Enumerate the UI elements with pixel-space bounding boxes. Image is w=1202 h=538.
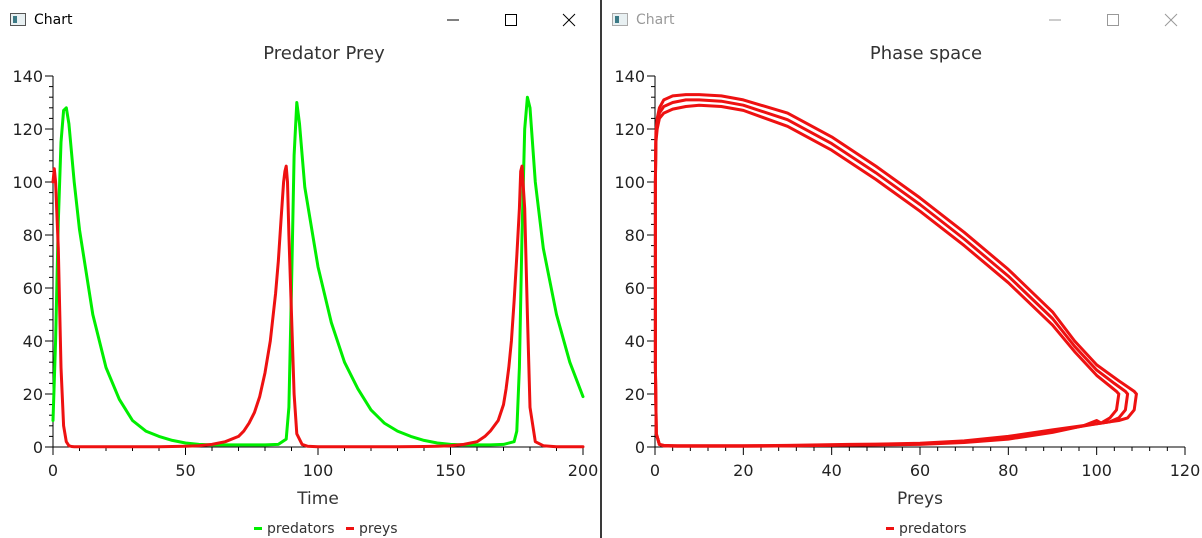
y-tick-label: 80 — [23, 226, 43, 245]
app-icon — [10, 13, 26, 26]
legend-label-preys: preys — [359, 521, 398, 537]
minimize-icon — [1049, 19, 1061, 21]
legend-label-predators: predators — [267, 521, 335, 537]
maximize-icon — [1107, 14, 1119, 26]
minimize-icon — [447, 19, 459, 21]
y-tick-label: 60 — [23, 279, 43, 298]
predator-prey-chart: Predator Prey 0 20 40 60 80 100 120 140 0 50 100 150… — [12, 43, 599, 537]
series-line-predators-loop-1 — [653, 103, 1121, 448]
x-tick-label: 200 — [568, 461, 599, 480]
maximize-button[interactable] — [1092, 6, 1136, 34]
chart-title: Predator Prey — [263, 43, 385, 64]
y-tick-label: 20 — [625, 385, 645, 404]
y-tick-label: 40 — [23, 332, 43, 351]
x-axis-title: Time — [296, 489, 339, 509]
y-tick-label: 40 — [625, 332, 645, 351]
minimize-button[interactable] — [432, 6, 476, 34]
y-tick-label: 100 — [614, 173, 645, 192]
series-line-predators — [51, 95, 585, 447]
x-tick-label: 100 — [303, 461, 334, 480]
x-tick-label: 0 — [650, 461, 660, 480]
x-tick-label: 20 — [733, 461, 753, 480]
minimize-button[interactable] — [1034, 6, 1078, 34]
chart-title: Phase space — [870, 43, 982, 64]
legend-marker-predators — [886, 527, 894, 530]
y-tick-label: 80 — [625, 226, 645, 245]
y-tick-label: 120 — [12, 120, 43, 139]
x-tick-label: 150 — [435, 461, 466, 480]
window-title: Chart — [34, 12, 73, 28]
legend-label-predators: predators — [899, 521, 967, 537]
x-tick-label: 80 — [998, 461, 1018, 480]
x-tick-label: 60 — [910, 461, 930, 480]
y-tick-label: 0 — [635, 438, 645, 457]
y-tick-label: 60 — [625, 279, 645, 298]
y-tick-label: 140 — [614, 67, 645, 86]
legend-marker-predators — [254, 527, 262, 530]
close-button[interactable] — [548, 6, 592, 34]
y-tick-label: 20 — [23, 385, 43, 404]
maximize-button[interactable] — [490, 6, 534, 34]
chart-window-phase-space: Chart Phase space 0 20 40 60 80 100 120 140 0 20 40… — [602, 0, 1202, 538]
x-tick-label: 0 — [48, 461, 58, 480]
window-divider — [600, 0, 602, 538]
y-tick-label: 140 — [12, 67, 43, 86]
y-tick-label: 0 — [33, 438, 43, 457]
series-line-predators-loop-2 — [653, 98, 1130, 448]
legend-marker-preys — [346, 527, 354, 530]
x-tick-label: 100 — [1081, 461, 1112, 480]
window-title: Chart — [636, 12, 675, 28]
x-tick-label: 120 — [1170, 461, 1201, 480]
app-icon — [612, 13, 628, 26]
close-button[interactable] — [1150, 6, 1194, 34]
title-bar[interactable]: Chart — [0, 0, 600, 40]
x-axis-title: Preys — [897, 489, 943, 509]
x-tick-label: 40 — [821, 461, 841, 480]
maximize-icon — [505, 14, 517, 26]
y-tick-label: 100 — [12, 173, 43, 192]
close-icon — [562, 13, 576, 27]
series-line-predators-loop-3 — [653, 93, 1138, 448]
x-tick-label: 50 — [175, 461, 195, 480]
y-tick-label: 120 — [614, 120, 645, 139]
series-line-preys — [51, 164, 585, 449]
phase-space-chart: Phase space 0 20 40 60 80 100 120 140 0 20 40 60 80 10… — [614, 43, 1201, 537]
title-bar[interactable]: Chart — [602, 0, 1202, 40]
close-icon — [1164, 13, 1178, 27]
chart-window-predator-prey: Chart Predator Prey 0 20 40 60 80 100 120 140 0 50… — [0, 0, 600, 538]
